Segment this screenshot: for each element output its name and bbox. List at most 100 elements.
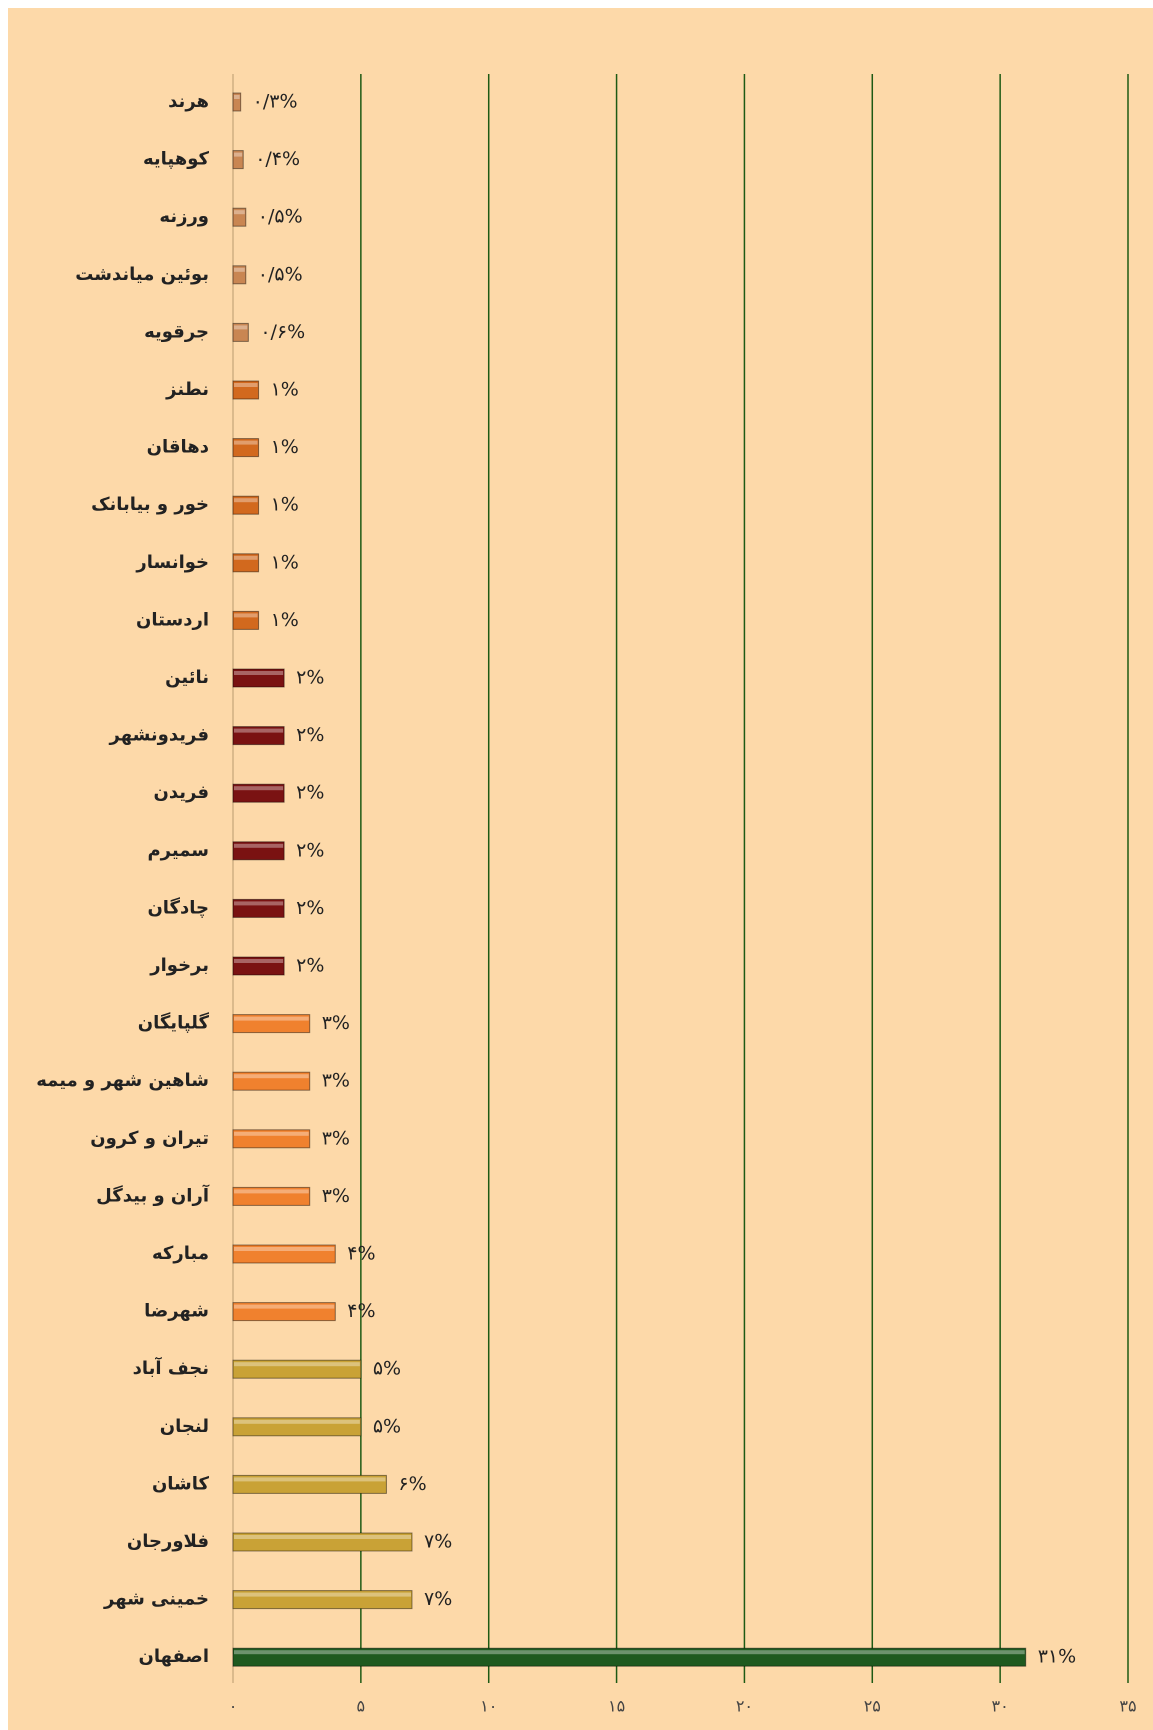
category-label: ورزنه (159, 206, 209, 227)
bar (232, 150, 244, 170)
bar (232, 1590, 413, 1610)
bar-highlight (234, 152, 243, 157)
value-label: ۴% (347, 1300, 375, 1322)
value-label: ۵% (373, 1415, 401, 1437)
category-label: خمینی شهر (103, 1589, 209, 1610)
category-label: نائین (165, 667, 209, 688)
category-label: کاشان (152, 1473, 210, 1494)
x-tick-label: ۳۰ (992, 1697, 1009, 1716)
value-label: ۳۱% (1038, 1646, 1076, 1668)
category-label: لنجان (160, 1416, 209, 1437)
value-label: ۱% (271, 494, 299, 516)
category-label: شاهین شهر و میمه (36, 1070, 209, 1091)
bar-highlight (234, 1074, 309, 1079)
value-label: ۴% (347, 1243, 375, 1265)
category-label: سمیرم (147, 840, 209, 861)
bar-highlight (234, 325, 248, 330)
bar (232, 1244, 336, 1264)
bar-highlight (234, 671, 284, 675)
bar-highlight (234, 95, 240, 99)
bar (232, 207, 247, 227)
bar (232, 1417, 362, 1437)
bar (232, 265, 247, 285)
bar (232, 956, 285, 976)
value-label: ۰/۴% (255, 148, 300, 170)
value-label: ۷% (424, 1588, 452, 1610)
category-label: تیران و کرون (90, 1128, 209, 1149)
bar (232, 726, 285, 746)
category-label: خور و بیابانک (91, 494, 209, 515)
bar (232, 1647, 1027, 1667)
value-label: ۰/۶% (260, 321, 305, 343)
category-label: هرند (168, 91, 209, 112)
bar-highlight (234, 267, 245, 272)
bar-highlight (234, 210, 245, 215)
category-label: فریدونشهر (109, 725, 209, 746)
bar-highlight (234, 1016, 309, 1021)
category-label: آران و بیدگل (96, 1183, 210, 1206)
category-label: نطنز (165, 379, 209, 400)
x-tick-label: ۵ (357, 1697, 366, 1716)
bar (232, 1071, 311, 1091)
bar-highlight (234, 1535, 411, 1539)
bar-highlight (234, 786, 284, 791)
value-label: ۱% (271, 551, 299, 573)
value-label: ۱% (271, 379, 299, 401)
x-tick-label: ۲۵ (864, 1697, 881, 1716)
bar-highlight (234, 843, 284, 848)
x-tick-label: ۲۰ (736, 1697, 753, 1716)
value-label: ۲% (296, 782, 324, 804)
value-label: ۳% (322, 1070, 350, 1092)
bar-highlight (234, 613, 258, 618)
category-label: فریدن (153, 782, 209, 803)
value-label: ۷% (424, 1531, 452, 1553)
bar-highlight (234, 1189, 309, 1194)
value-label: ۰/۵% (258, 206, 303, 228)
category-label: فلاورجان (127, 1531, 209, 1552)
bar (232, 1186, 311, 1206)
bar-highlight (234, 1477, 386, 1482)
category-label: اردستان (136, 609, 209, 630)
value-label: ۲% (296, 839, 324, 861)
value-label: ۱% (271, 609, 299, 631)
bar-highlight (234, 1419, 360, 1424)
category-label: شهرضا (144, 1301, 209, 1322)
bar (232, 438, 260, 458)
bar (232, 783, 285, 803)
category-label: کوهپایه (143, 149, 210, 170)
bar-highlight (234, 959, 284, 963)
bar (232, 92, 242, 112)
bar-highlight (234, 555, 258, 560)
bar (232, 322, 249, 342)
bar (232, 1359, 362, 1379)
category-label: برخوار (149, 955, 209, 976)
bar (232, 898, 285, 918)
bar (232, 668, 285, 688)
value-label: ۲% (296, 955, 324, 977)
bar (232, 1532, 413, 1552)
x-tick-label: ۱۰ (480, 1697, 497, 1716)
bar (232, 841, 285, 861)
bar (232, 495, 260, 515)
value-label: ۰/۳% (253, 91, 298, 113)
value-label: ۶% (398, 1473, 426, 1495)
bar (232, 1014, 311, 1034)
bar (232, 1474, 387, 1494)
category-label: نجف آباد (133, 1356, 209, 1379)
x-tick-label: ۰ (229, 1697, 238, 1716)
category-label: مبارکه (152, 1243, 209, 1264)
value-label: ۳% (322, 1185, 350, 1207)
bar-highlight (234, 1650, 1025, 1655)
value-label: ۳% (322, 1127, 350, 1149)
bar (232, 553, 260, 573)
category-label: خوانسار (135, 552, 209, 573)
bar-highlight (234, 728, 284, 733)
bar-highlight (234, 440, 258, 445)
value-label: ۳% (322, 1012, 350, 1034)
value-label: ۰/۵% (258, 263, 303, 285)
bar-highlight (234, 1362, 360, 1367)
value-label: ۲% (296, 724, 324, 746)
category-label: دهاقان (147, 437, 209, 458)
bar (232, 1302, 336, 1322)
